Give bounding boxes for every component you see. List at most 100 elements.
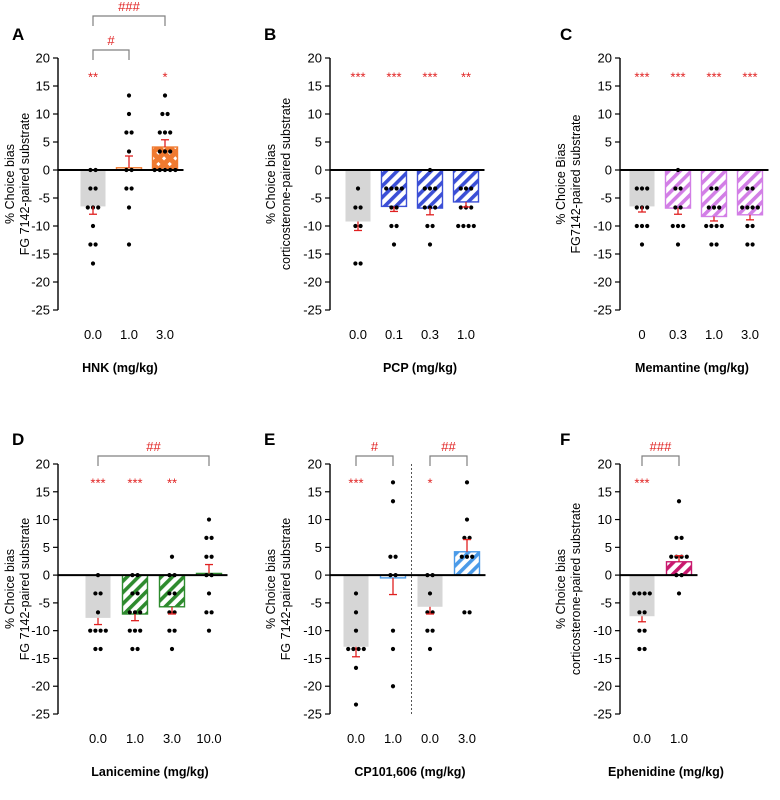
data-point — [645, 223, 650, 229]
data-point — [639, 223, 645, 229]
y-tick-label: 5 — [315, 135, 322, 150]
data-point — [642, 646, 647, 652]
significance-label: *** — [90, 475, 105, 490]
data-point — [88, 628, 93, 633]
data-point — [430, 223, 435, 229]
data-point — [458, 205, 463, 210]
y-tick-label: -15 — [593, 651, 612, 666]
data-point — [160, 111, 165, 117]
data-point — [353, 261, 358, 266]
y-tick-label: 10 — [598, 107, 612, 122]
bar — [664, 169, 692, 209]
data-point — [169, 646, 175, 652]
data-point — [390, 646, 396, 652]
comparison-bracket — [641, 455, 680, 466]
x-axis-title: Ephenidine (mg/kg) — [608, 765, 724, 779]
y-axis-title: % Choice biasFG 7142-paired substrate — [3, 518, 32, 660]
data-point — [130, 591, 135, 596]
data-point — [204, 535, 209, 540]
panel-letter: C — [560, 25, 572, 44]
data-point — [361, 646, 366, 652]
panel-f: F % Choice biascorticosterone-paired subs… — [554, 430, 724, 779]
data-point — [679, 573, 684, 578]
y-tick-label: -10 — [303, 219, 322, 234]
significance-label: *** — [127, 475, 142, 490]
x-tick-label: 0.0 — [633, 731, 651, 746]
bar — [417, 575, 443, 607]
data-point — [353, 205, 358, 210]
y-tick-label: -10 — [31, 623, 50, 638]
significance-label: *** — [634, 475, 649, 490]
data-point — [714, 186, 719, 191]
data-point — [132, 628, 138, 633]
data-point — [129, 186, 134, 191]
data-point — [745, 242, 750, 247]
data-point — [209, 573, 214, 578]
y-tick-label: -25 — [31, 303, 50, 318]
data-point — [461, 223, 466, 229]
y-axis-title-line: % Choice Bias — [554, 143, 568, 224]
comparison-bracket — [429, 455, 468, 466]
data-point — [676, 499, 682, 504]
bar — [121, 574, 149, 615]
data-point — [642, 591, 647, 596]
data-point — [634, 223, 639, 229]
y-tick-label: -25 — [593, 303, 612, 318]
y-tick-label: 10 — [36, 512, 50, 527]
data-point — [353, 223, 358, 229]
y-axis-title: % Choice biasFG 7142-paired substrate — [264, 518, 293, 660]
data-point — [433, 186, 438, 191]
y-tick-label: 5 — [605, 135, 612, 150]
data-point — [162, 149, 168, 154]
data-point — [681, 223, 686, 229]
data-point — [458, 186, 463, 191]
y-tick-label: -10 — [593, 623, 612, 638]
y-tick-label: -15 — [31, 247, 50, 262]
data-point — [390, 499, 396, 504]
x-tick-label: 0.0 — [349, 327, 367, 342]
y-tick-label: -5 — [38, 595, 50, 610]
y-tick-label: -10 — [593, 219, 612, 234]
data-point — [389, 186, 394, 191]
data-point — [358, 261, 363, 266]
data-point — [132, 610, 138, 615]
data-point — [358, 205, 363, 210]
y-tick-label: 5 — [605, 540, 612, 555]
data-point — [709, 186, 714, 191]
data-point — [673, 205, 678, 210]
data-point — [172, 628, 177, 633]
y-tick-label: 0 — [43, 568, 50, 583]
data-point — [669, 554, 674, 559]
data-point — [167, 573, 172, 578]
data-point — [204, 610, 209, 615]
data-point — [678, 186, 683, 191]
data-point — [469, 186, 474, 191]
x-axis-title: Memantine (mg/kg) — [635, 361, 749, 375]
data-point — [93, 591, 98, 596]
data-point — [642, 610, 647, 615]
data-point — [126, 205, 132, 210]
panel-letter: F — [560, 430, 570, 449]
y-axis-title-line: FG 7142-paired substrate — [18, 518, 32, 660]
data-point — [745, 223, 750, 229]
x-tick-label: 1.0 — [670, 731, 688, 746]
data-point — [204, 554, 209, 559]
significance-label: ** — [461, 70, 471, 85]
data-point — [634, 205, 639, 210]
y-tick-label: 20 — [598, 51, 612, 66]
data-point — [675, 167, 681, 173]
y-tick-label: -10 — [31, 219, 50, 234]
y-tick-label: -5 — [600, 191, 612, 206]
y-tick-label: 10 — [36, 107, 50, 122]
data-point — [389, 205, 394, 210]
y-axis-title-line: % Choice bias — [264, 549, 278, 629]
data-point — [157, 130, 162, 135]
y-tick-label: 15 — [36, 484, 50, 499]
significance-label: ** — [88, 70, 98, 85]
data-point — [356, 646, 361, 652]
comparison-label: ### — [650, 439, 672, 454]
data-point — [389, 223, 394, 229]
bar — [80, 170, 106, 207]
data-point — [642, 628, 647, 633]
data-point — [127, 628, 132, 633]
